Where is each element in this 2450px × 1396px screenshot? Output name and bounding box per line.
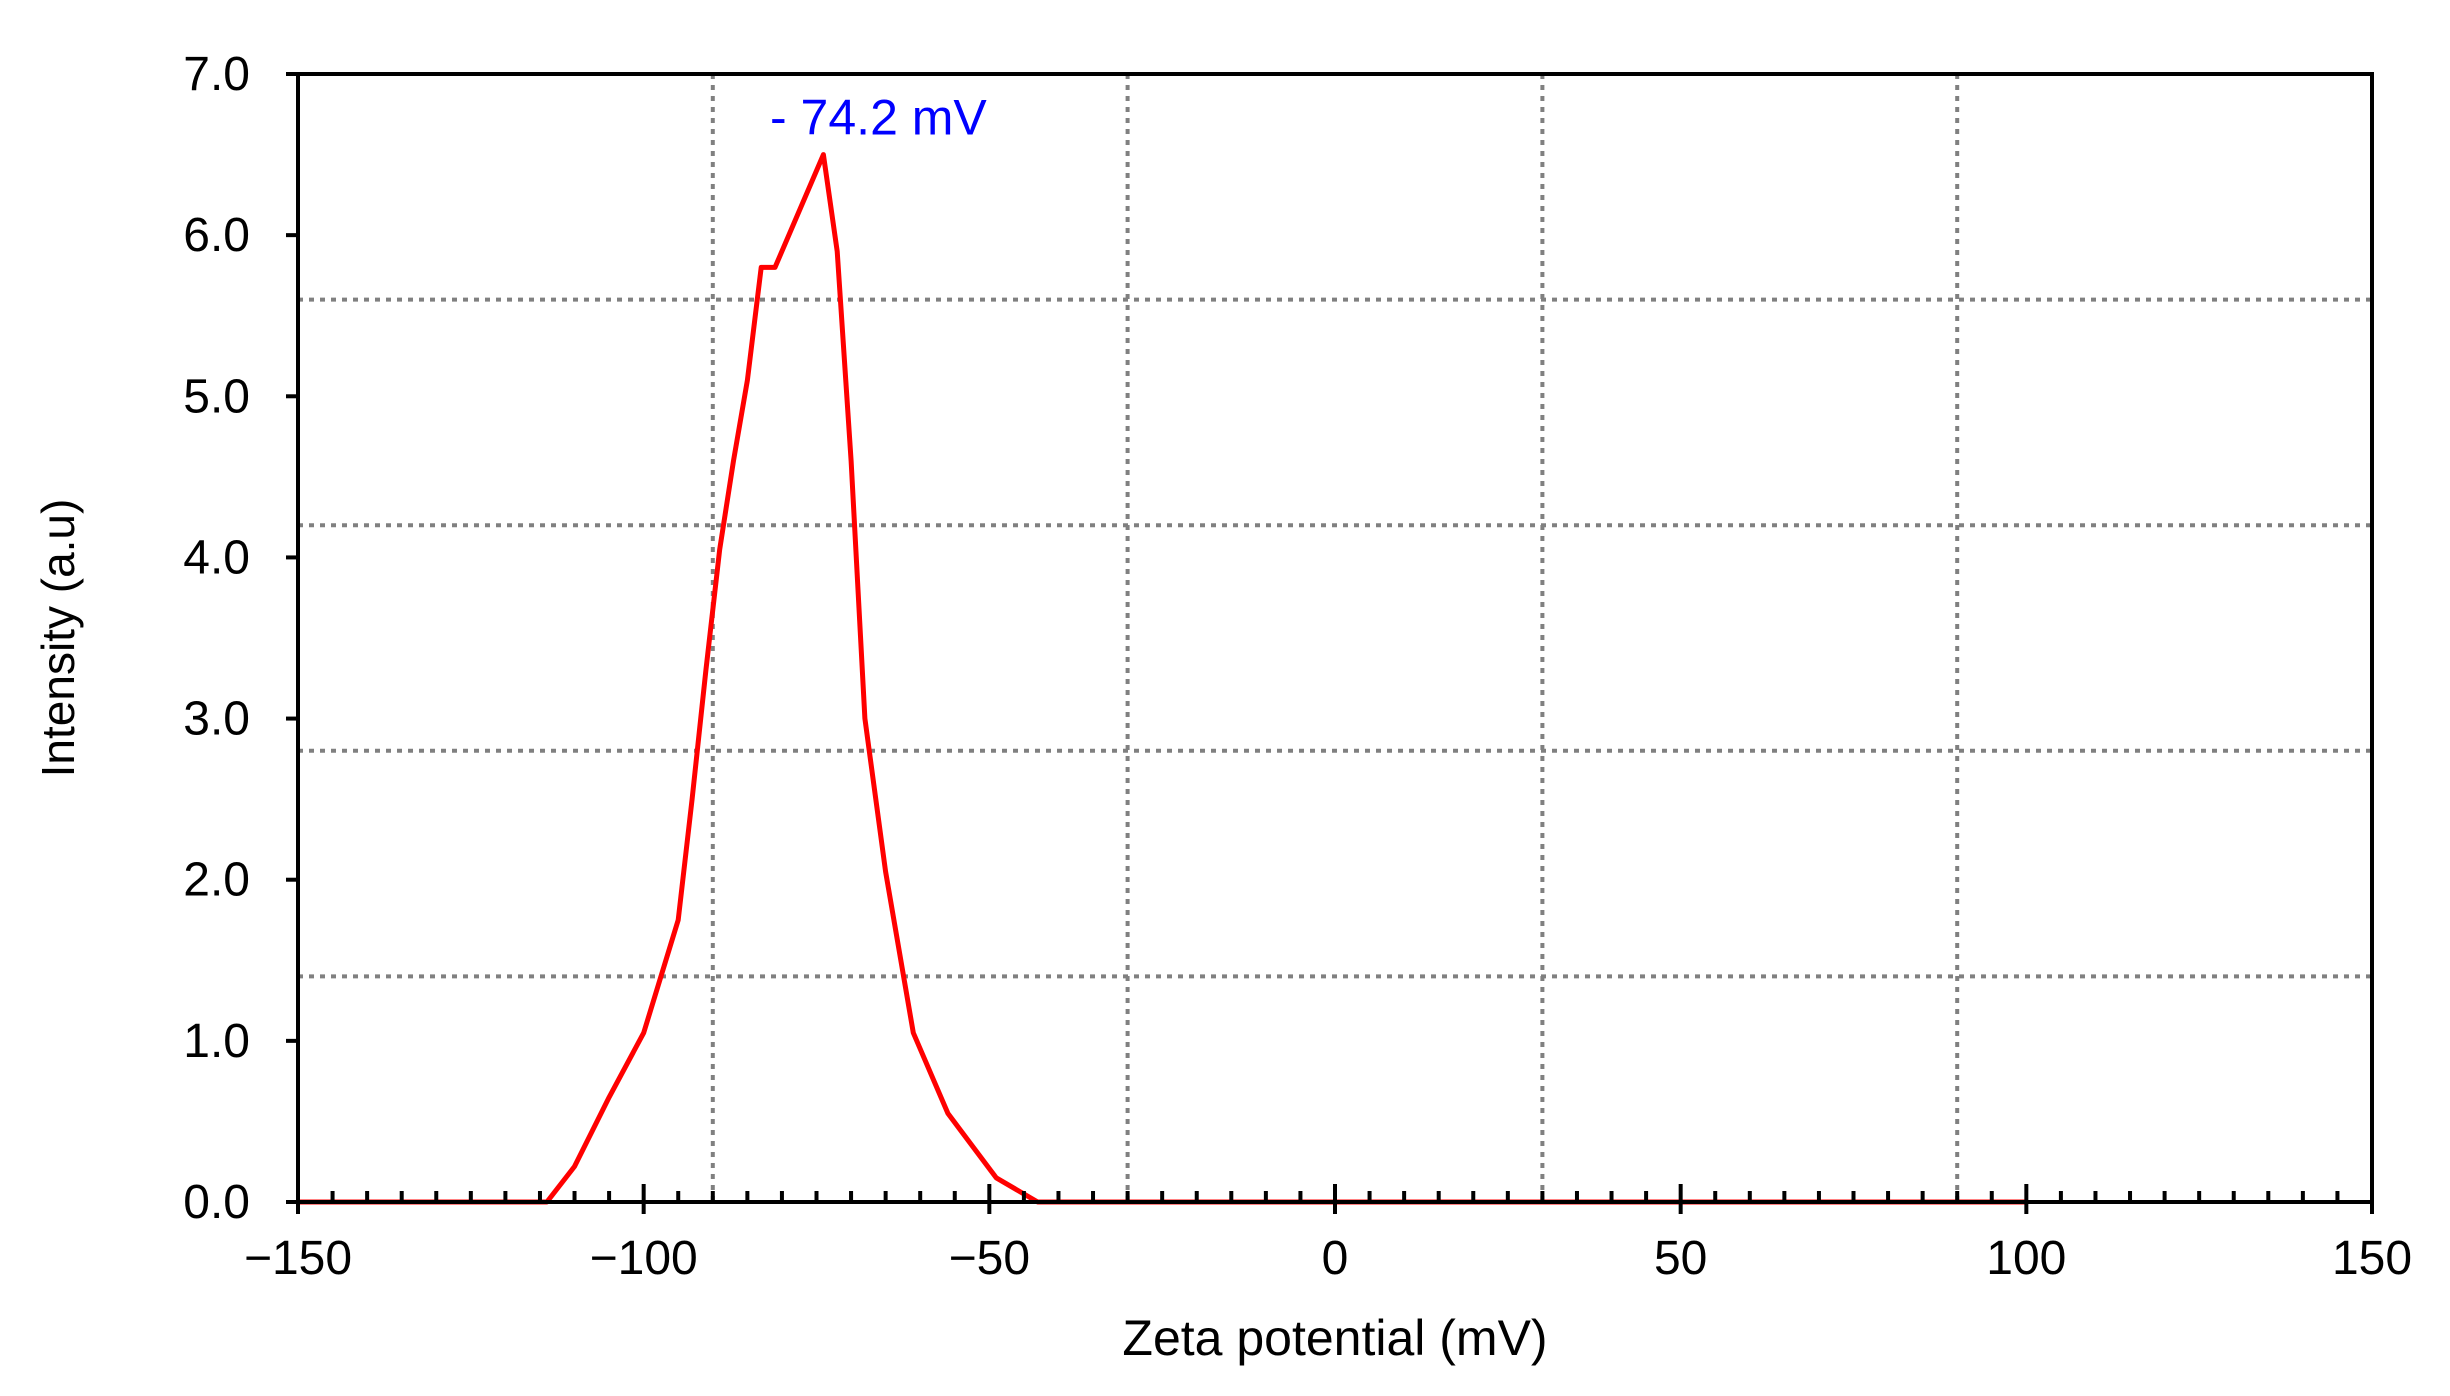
y-tick-label: 5.0 — [183, 370, 250, 423]
tick-layer: −150 −100 −50 0 50 100 150 0.0 1.0 2.0 3.0 4.0 5.0 6.… — [183, 48, 2412, 1285]
y-axis-label: Intensity (a.u) — [32, 499, 84, 778]
y-tick-label: 1.0 — [183, 1015, 250, 1068]
minor-tick-layer — [296, 1184, 2374, 1202]
x-tick-label: 0 — [1322, 1232, 1349, 1285]
x-tick-label: −150 — [244, 1232, 352, 1285]
y-tick-label: 3.0 — [183, 693, 250, 746]
grid-layer — [298, 74, 2372, 1202]
label-layer: Zeta potential (mV) Intensity (a.u) — [32, 499, 1548, 1366]
y-tick-label: 6.0 — [183, 209, 250, 262]
data-series-line — [295, 152, 2029, 1205]
y-tick-label: 4.0 — [183, 531, 250, 584]
peak-annotation: - 74.2 mV — [770, 90, 987, 146]
x-tick-label: 50 — [1654, 1232, 1707, 1285]
y-tick-label: 0.0 — [183, 1176, 250, 1229]
x-tick-label: −50 — [949, 1232, 1030, 1285]
annotation-layer: - 74.2 mV — [770, 90, 987, 146]
x-tick-label: 100 — [1986, 1232, 2066, 1285]
series-layer — [295, 152, 2029, 1205]
y-tick-label: 7.0 — [183, 48, 250, 101]
x-tick-label: 150 — [2332, 1232, 2412, 1285]
x-tick-label: −100 — [590, 1232, 698, 1285]
y-tick-label: 2.0 — [183, 854, 250, 907]
x-axis-label: Zeta potential (mV) — [1122, 1310, 1547, 1366]
plot-frame — [296, 72, 2374, 1204]
